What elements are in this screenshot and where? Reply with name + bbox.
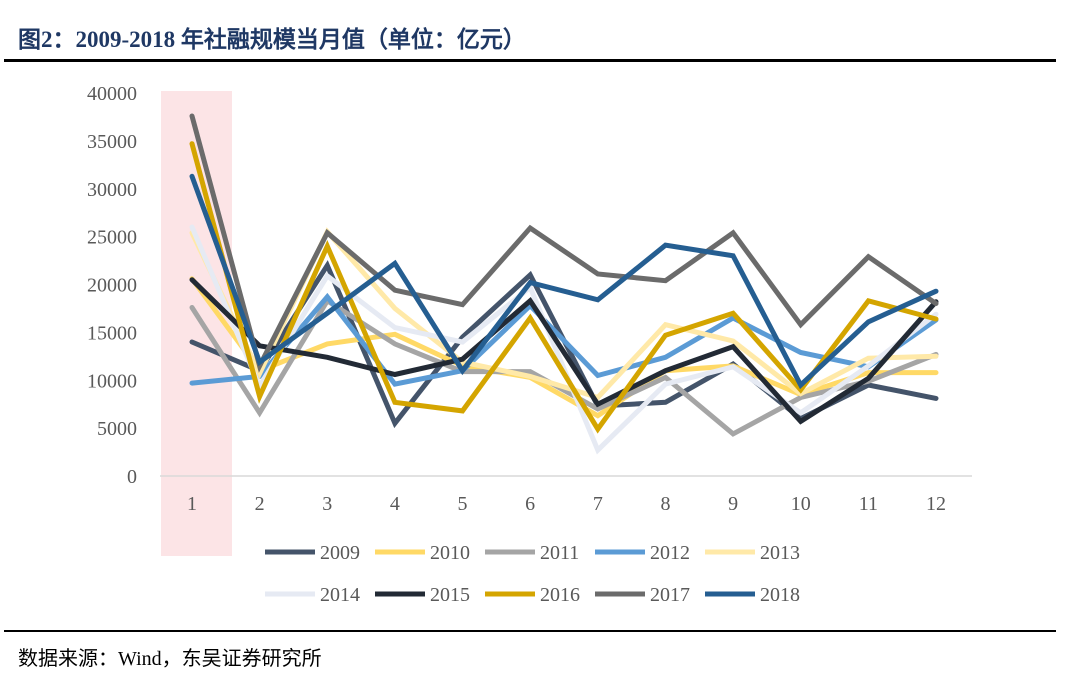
y-tick-label: 5000 [97, 418, 137, 440]
title-rule [4, 59, 1056, 62]
series-line-2017 [189, 113, 939, 373]
y-tick-label: 0 [127, 466, 137, 488]
y-tick-label: 30000 [87, 179, 137, 201]
x-tick-label: 9 [728, 493, 738, 515]
source-rule [4, 630, 1056, 632]
x-tick-label: 5 [458, 493, 468, 515]
x-tick-label: 2 [255, 493, 265, 515]
y-tick-label: 15000 [87, 322, 137, 344]
x-tick-label: 10 [791, 493, 811, 515]
chart-title: 图2：2009-2018 年社融规模当月值（单位：亿元） [18, 27, 526, 52]
series-line-2015 [189, 277, 939, 425]
legend-label: 2018 [760, 584, 800, 606]
series-line-2018 [189, 173, 939, 390]
legend-label: 2010 [430, 542, 470, 564]
x-tick-label: 12 [926, 493, 946, 515]
x-tick-label: 7 [593, 493, 603, 515]
series-line-2012 [189, 292, 939, 387]
x-tick-label: 4 [390, 493, 400, 515]
legend-label: 2014 [320, 584, 360, 606]
x-tick-label: 6 [525, 493, 535, 515]
legend-label: 2015 [430, 584, 470, 606]
y-tick-label: 35000 [87, 131, 137, 153]
legend-label: 2009 [320, 542, 360, 564]
source-note: 数据来源：Wind，东吴证券研究所 [18, 648, 322, 670]
y-tick-label: 25000 [87, 227, 137, 249]
x-tick-label: 8 [660, 493, 670, 515]
legend-label: 2016 [540, 584, 580, 606]
legend-label: 2017 [650, 584, 690, 606]
x-tick-label: 11 [859, 493, 878, 515]
series-line-2010 [189, 276, 939, 419]
y-tick-label: 10000 [87, 370, 137, 392]
y-tick-label: 40000 [87, 83, 137, 105]
legend-label: 2012 [650, 542, 690, 564]
legend-label: 2013 [760, 542, 800, 564]
legend-label: 2011 [540, 542, 579, 564]
y-tick-label: 20000 [87, 275, 137, 297]
x-tick-label: 3 [322, 493, 332, 515]
x-tick-label: 1 [187, 493, 197, 515]
